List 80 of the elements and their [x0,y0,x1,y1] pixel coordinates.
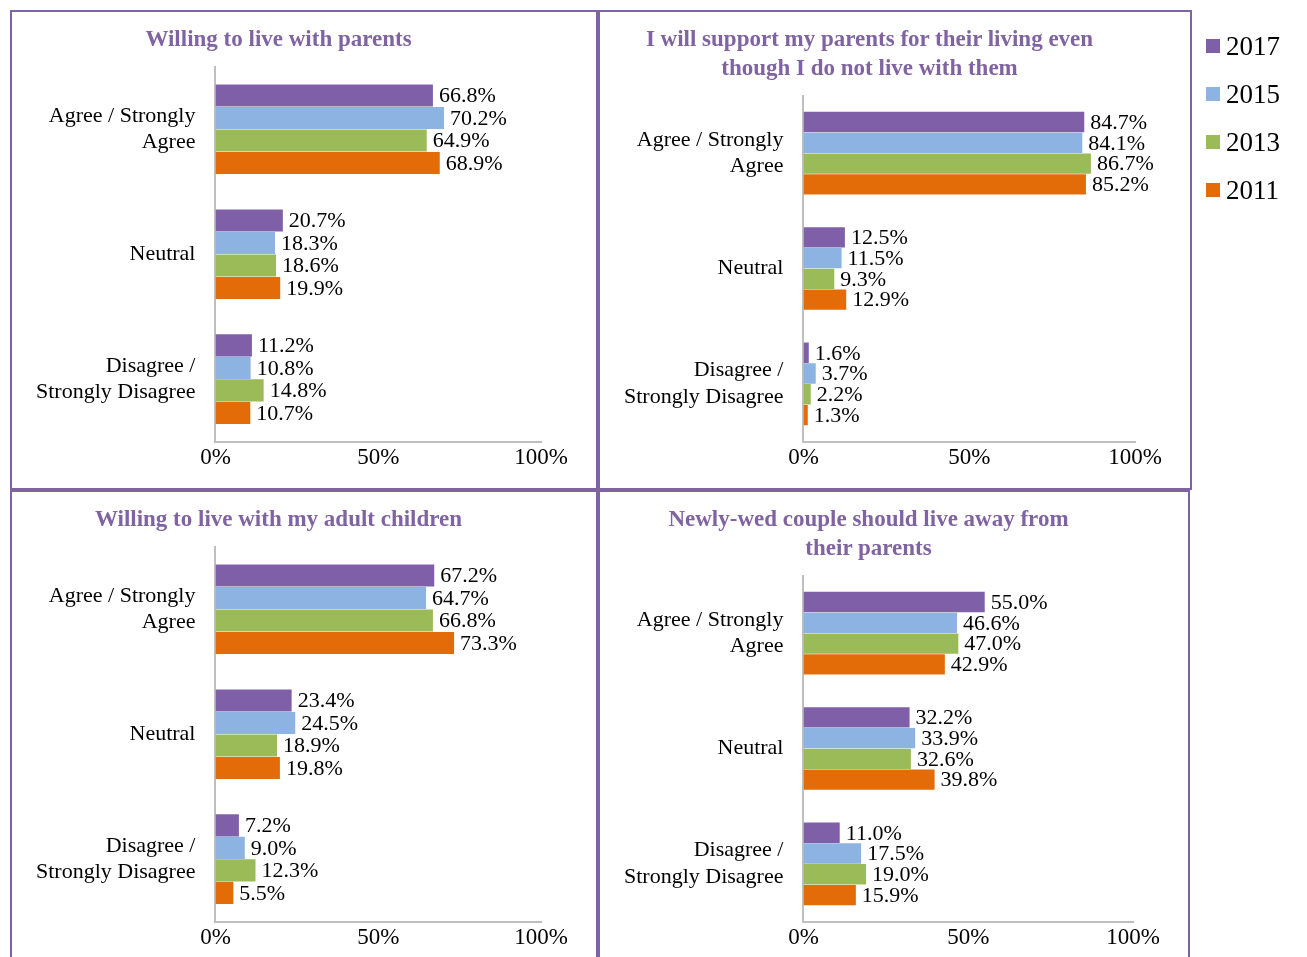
bar [215,881,234,904]
legend-label: 2015 [1226,78,1280,110]
x-tick-label: 0% [200,444,231,470]
bar [215,334,252,357]
x-tick-label: 0% [788,924,819,950]
bar [803,132,1083,153]
x-tick-label: 100% [1106,924,1160,950]
bar [215,356,251,379]
y-tick-label: Agree / Strongly Agree [48,101,196,154]
bar [215,379,264,402]
y-tick-label: Agree / Strongly Agree [636,125,784,178]
bar [803,707,910,728]
x-tick-label: 100% [514,444,568,470]
legend-label: 2013 [1226,126,1280,158]
bar [803,591,985,613]
x-tick-label: 0% [200,924,231,950]
bar [215,814,239,837]
bar [803,654,945,675]
bar [803,843,862,864]
legend-label: 2011 [1226,174,1279,206]
bar [215,836,245,859]
bar [215,689,292,712]
bar [803,289,847,310]
bar [215,129,427,152]
bar [803,174,1086,195]
bar [803,612,958,633]
bar [215,756,280,779]
x-tick-label: 100% [1108,444,1162,470]
bar [215,209,283,232]
bar [215,631,455,654]
chart-title: I will support my parents for their living even though I do not live with them [645,26,1094,81]
bar [215,734,277,757]
x-tick-label: 100% [514,924,568,950]
bar [215,564,435,587]
y-tick-label: Disagree / Strongly Disagree [36,351,197,404]
bar [803,363,816,384]
bar [803,769,935,790]
legend-label: 2017 [1226,30,1280,62]
chart-title: Willing to live with my adult children [94,506,463,532]
bar [215,254,277,277]
y-tick-label: Disagree / Strongly Disagree [624,356,785,408]
bar [803,748,911,770]
bar [215,859,256,882]
bar [215,401,251,424]
y-tick-label: Disagree / Strongly Disagree [624,836,785,888]
bar [215,106,444,129]
bar [215,609,433,632]
y-tick-label: Agree / Strongly Agree [48,581,196,634]
y-tick-label: Neutral [129,719,196,745]
chart-title: Willing to live with parents [145,26,412,52]
x-tick-label: 50% [357,444,400,470]
bar [803,153,1091,174]
bar [215,84,433,107]
x-tick-label: 0% [788,444,819,470]
x-tick-label: 50% [357,924,400,950]
bar [215,151,440,174]
bar [215,586,427,609]
bar [803,864,867,885]
x-tick-label: 50% [948,444,991,470]
chart-title: Newly-wed couple should live away from their parents [668,506,1069,561]
bar [215,231,276,254]
bar [215,711,296,734]
bar [803,342,809,363]
bar [803,384,811,405]
y-tick-label: Neutral [129,239,196,265]
bar [803,822,840,843]
y-tick-label: Agree / Strongly Agree [636,605,784,658]
bar [803,404,808,426]
bar [803,247,842,269]
bar [803,884,856,906]
bar [215,276,281,299]
bar [803,268,835,290]
bar [803,633,959,654]
y-tick-label: Disagree / Strongly Disagree [36,831,197,884]
bar [803,227,845,248]
bar [803,111,1085,133]
bar [803,727,916,749]
x-tick-label: 50% [947,924,990,950]
y-tick-label: Neutral [717,254,784,280]
y-tick-label: Neutral [717,734,784,760]
